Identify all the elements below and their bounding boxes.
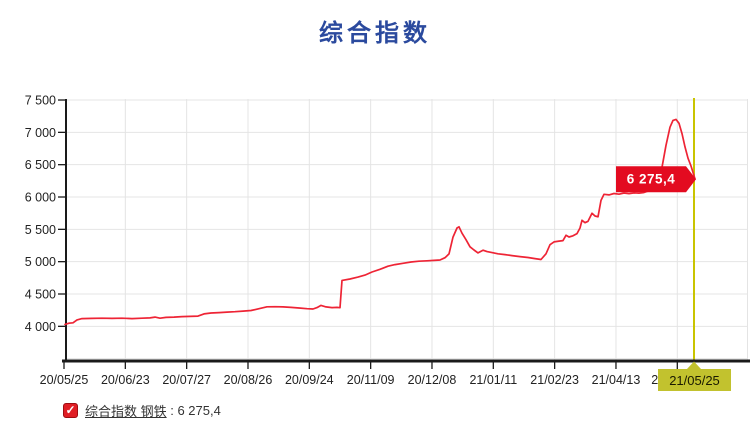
x-axis-label: 20/08/26: [224, 373, 273, 387]
chart-legend: ✓ 综合指数 钢铁 : 6 275,4: [63, 401, 221, 419]
gridlines: [66, 99, 748, 361]
legend-checkbox[interactable]: ✓: [63, 402, 78, 418]
axes: [58, 99, 750, 369]
y-axis-label: 6 000: [25, 191, 56, 205]
x-axis-label: 20/11/09: [347, 373, 395, 387]
x-axis-label: 20/06/23: [101, 373, 150, 387]
y-axis-label: 4 000: [25, 320, 56, 334]
y-axis-label: 4 500: [25, 288, 56, 302]
value-flag-shape: [616, 166, 696, 193]
legend-series-link[interactable]: 综合指数 钢铁: [85, 403, 167, 419]
legend-separator: :: [166, 402, 178, 418]
y-axis-label: 5 000: [25, 255, 56, 269]
date-badge-shape: [658, 361, 731, 391]
x-axis-label: 20/12/08: [408, 373, 457, 387]
y-axis-label: 6 500: [25, 158, 56, 172]
y-axis-labels: 4 000 4 500 5 000 5 500 6 000 6 500 7 000 7 500: [25, 94, 56, 334]
date-badge-text: 21/05/25: [669, 373, 720, 388]
cursor-date-badge: 21/05/25: [658, 361, 731, 391]
y-axis-label: 7 500: [25, 94, 56, 108]
x-axis-labels: 20/05/25 20/06/23 20/07/27 20/08/26 20/09/24…: [40, 373, 659, 387]
x-axis-label: 20/05/25: [40, 373, 89, 387]
y-axis-label: 5 500: [25, 223, 56, 237]
cursor-value-flag: 6 275,4: [616, 166, 696, 193]
y-axis-label: 7 000: [25, 126, 56, 140]
check-icon: ✓: [65, 403, 76, 417]
legend-series-value: 6 275,4: [177, 402, 221, 418]
x-axis-label-partial: 2: [651, 373, 658, 387]
x-axis-label: 21/01/11: [469, 373, 517, 387]
index-series-line: [64, 118, 696, 326]
x-axis-label: 20/09/24: [285, 373, 334, 387]
page-title: 综合指数: [319, 20, 431, 47]
x-axis-label: 21/04/13: [592, 373, 641, 387]
value-flag-text: 6 275,4: [627, 172, 676, 187]
x-axis-label: 21/02/23: [530, 373, 579, 387]
x-axis-label: 20/07/27: [162, 373, 211, 387]
